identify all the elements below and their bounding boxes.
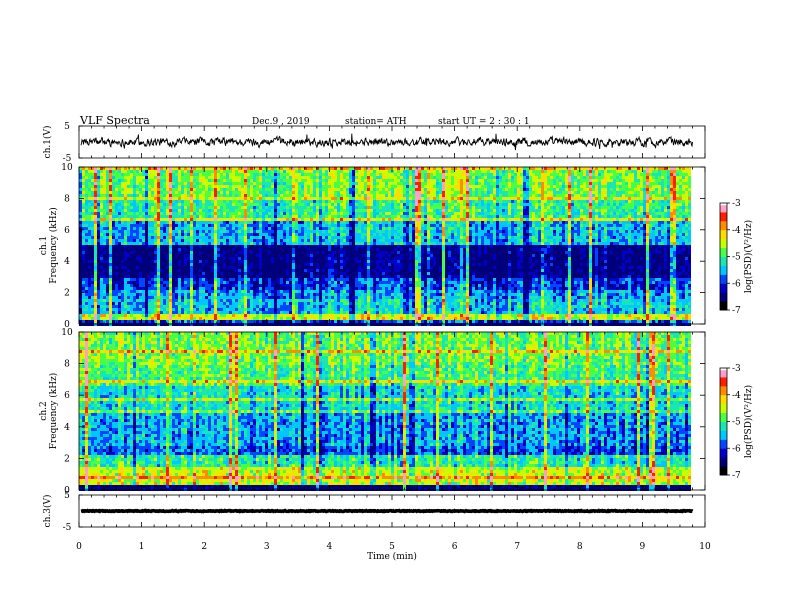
- ch2-spectrogram-colorbar-tick: -5: [732, 418, 741, 428]
- time-tick: 7: [514, 542, 520, 552]
- start-time-label: start UT = 2 : 30 : 1: [438, 117, 530, 127]
- ch2-spectrogram-ylabel: ch.2Frequency (kHz): [39, 373, 59, 450]
- ch1-waveform-trace: [80, 133, 693, 151]
- ch1-spectrogram-cells: [79, 167, 691, 326]
- ch2-spectrogram-colorbar-tick: -6: [732, 444, 741, 454]
- ch1-spectrogram-colorbar-tick: -5: [732, 253, 741, 263]
- ch1-spectrogram-ytick: 4: [64, 257, 70, 267]
- ch1-spectrogram-panel: 0 2 4 6 8 10 ch.1Frequency (kHz): [39, 163, 706, 330]
- ch2-spectrogram-ytick: 4: [64, 423, 70, 433]
- ch1-waveform-ylabel: ch.1(V): [42, 126, 53, 159]
- ch2-spectrogram-colorbar-tick: -4: [732, 391, 741, 401]
- time-axis-label: Time (min): [367, 551, 417, 562]
- figure-title: VLF Spectra: [79, 114, 150, 127]
- ch1-spectrogram-colorbar-tick: -6: [732, 279, 741, 289]
- time-tick: 2: [201, 542, 207, 552]
- date-label: Dec.9 , 2019: [252, 117, 310, 127]
- ch1-spectrogram-ytick: 2: [64, 289, 70, 299]
- ch1-spectrogram-colorbar-tick: -7: [732, 306, 741, 316]
- ch3-waveform-trace: [80, 508, 694, 514]
- ch2-spectrogram-colorbar-tick: -3: [732, 364, 741, 374]
- ch2-spectrogram-panel: 0 2 4 6 8 10 ch.2Frequency (kHz): [39, 328, 706, 496]
- time-tick: 6: [452, 542, 458, 552]
- ch2-spectrogram-ytick: 6: [64, 391, 70, 401]
- ch3-waveform-ylabel: ch.3(V): [42, 495, 53, 528]
- time-tick: 10: [699, 542, 711, 552]
- ch1-spectrogram-ytick: 8: [64, 194, 70, 204]
- time-tick: 5: [389, 542, 395, 552]
- ch2-colorbar: -3 -4 -5 -6 -7 log(PSD)(V²/Hz): [719, 364, 754, 481]
- time-tick: 4: [327, 542, 333, 552]
- time-tick: 0: [76, 542, 82, 552]
- ch1-spectrogram-colorbar-label: log(PSD)(V²/Hz): [743, 220, 754, 293]
- time-tick: 3: [264, 542, 270, 552]
- ch2-spectrogram-ytick: 10: [61, 328, 73, 338]
- ch1-waveform-ytick: 5: [64, 122, 70, 132]
- ch1-spectrogram-ytick: 10: [61, 163, 73, 173]
- ch2-spectrogram-ytick: 2: [64, 454, 70, 464]
- ch1-spectrogram-ytick: 0: [64, 320, 70, 330]
- ch2-spectrogram-colorbar-tick: -7: [732, 471, 741, 481]
- time-tick: 9: [640, 542, 646, 552]
- ch2-spectrogram-ytick: 8: [64, 360, 70, 370]
- time-tick: 8: [577, 542, 583, 552]
- ch2-spectrogram-cells: [79, 332, 691, 491]
- time-axis: 0 1 2 3 4 5 6 7 8 9 10 Time (min): [76, 542, 711, 562]
- station-label: station= ATH: [345, 117, 407, 127]
- ch1-spectrogram-ylabel: ch.1Frequency (kHz): [39, 207, 59, 284]
- ch2-spectrogram-ytick: 0: [64, 486, 70, 496]
- ch1-waveform-panel: 5 -5 ch.1(V): [42, 122, 706, 164]
- ch3-waveform-ytick: -5: [63, 523, 72, 533]
- ch1-colorbar: -3 -4 -5 -6 -7 log(PSD)(V²/Hz): [719, 199, 754, 316]
- ch3-waveform-panel: 5 -5 ch.3(V): [42, 491, 706, 533]
- ch1-spectrogram-colorbar-tick: -3: [732, 199, 741, 209]
- ch2-spectrogram-colorbar-label: log(PSD)(V²/Hz): [743, 385, 754, 458]
- ch1-spectrogram-colorbar-tick: -4: [732, 226, 741, 236]
- ch3-waveform-ytick: 5: [64, 491, 70, 501]
- time-tick: 1: [139, 542, 145, 552]
- ch1-spectrogram-ytick: 6: [64, 226, 70, 236]
- ch1-waveform-ytick: -5: [63, 154, 72, 164]
